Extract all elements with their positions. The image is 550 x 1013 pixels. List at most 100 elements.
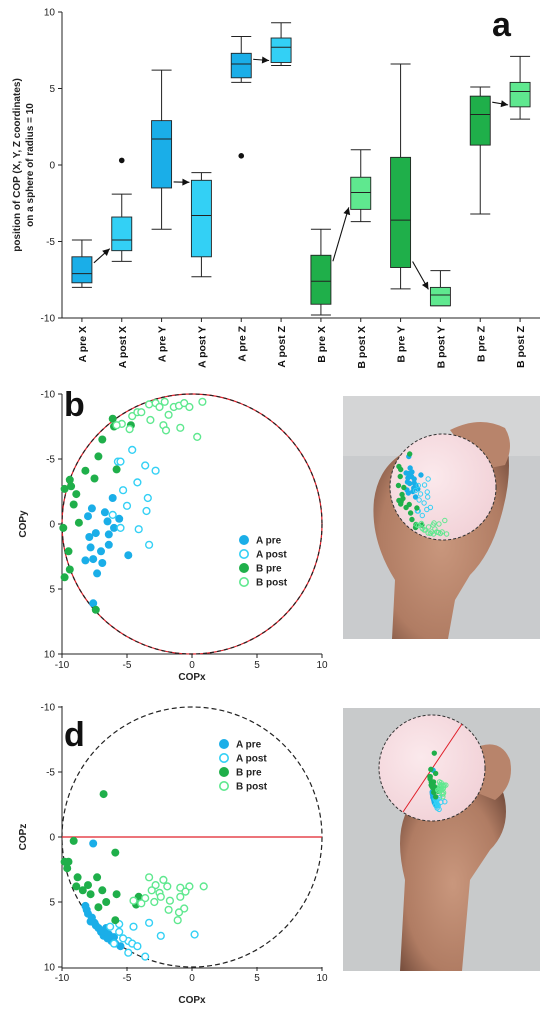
x-axis-label: COPx <box>178 672 206 683</box>
legend-label: A post <box>236 754 267 765</box>
y-axis-label-line2: on a sphere of radius = 10 <box>25 103 36 227</box>
photo-marker <box>416 497 422 503</box>
scatter-point <box>174 908 184 917</box>
scatter-point <box>129 922 138 931</box>
photo-marker <box>439 529 445 535</box>
x-tick-label: 0 <box>189 660 195 671</box>
scatter-point <box>63 864 72 873</box>
scatter-point <box>193 432 202 442</box>
scatter-point <box>125 425 134 434</box>
photo-marker <box>432 770 439 777</box>
x-tick-label: 0 <box>189 973 195 984</box>
scatter-point <box>128 445 137 455</box>
category-label: B pre Z <box>475 325 487 362</box>
legend-label: B pre <box>256 564 282 575</box>
y-axis-label-line1: position of COP (X, Y, Z coordinates) <box>12 78 23 252</box>
scatter-point <box>91 921 100 930</box>
scatter-point <box>67 482 76 491</box>
category-label: A post Y <box>196 326 208 368</box>
scatter-point <box>103 517 112 526</box>
photo-marker <box>428 766 434 773</box>
box-b-pre-z <box>469 86 491 215</box>
scatter-point <box>176 423 185 432</box>
scatter-point <box>155 402 164 412</box>
photo-marker <box>421 500 427 506</box>
photo-marker <box>431 750 437 756</box>
scatter-point <box>98 435 107 444</box>
outlier-point <box>118 157 125 164</box>
scatter-point <box>141 952 150 961</box>
scatter-point <box>59 523 68 532</box>
y-tick-label: -10 <box>41 703 56 714</box>
scatter-point <box>156 931 165 940</box>
photo-marker <box>407 510 414 516</box>
legend-label: B pre <box>236 768 262 779</box>
scatter-point <box>176 883 185 892</box>
y-tick-label: 10 <box>44 963 56 974</box>
scatter-point <box>160 397 169 406</box>
x-tick-label: 5 <box>254 660 260 671</box>
scatter-point <box>142 506 151 516</box>
scatter-point <box>74 518 83 527</box>
box-a-post-z <box>270 22 292 67</box>
photo-marker <box>419 512 425 519</box>
box-b-post-x <box>350 149 372 223</box>
legend-label: A pre <box>256 536 282 547</box>
x-tick-label: -5 <box>123 973 132 984</box>
photo-marker <box>442 517 448 524</box>
category-label: A post Z <box>276 325 288 367</box>
category-label: A pre Y <box>157 326 169 362</box>
scatter-point <box>141 893 150 903</box>
sphere-outline-red <box>61 393 323 655</box>
scatter-point <box>185 402 194 412</box>
photo-marker <box>435 803 441 809</box>
photo-marker <box>425 530 431 536</box>
y-tick-label: -10 <box>41 314 56 325</box>
legend-item: A post <box>239 548 287 561</box>
scatter-point <box>198 397 207 406</box>
scatter-point <box>124 948 133 957</box>
legend-item: A pre <box>239 535 282 547</box>
photo-marker <box>410 488 416 495</box>
scatter-point <box>173 916 182 925</box>
legend-marker <box>239 548 250 559</box>
scatter-point <box>180 399 189 408</box>
scatter-point <box>161 426 171 435</box>
panel-letter-a: a <box>492 6 512 44</box>
series-a-pre <box>81 494 133 608</box>
arm-shape <box>400 777 506 971</box>
photo-marker <box>406 501 412 508</box>
photo-marker <box>438 780 444 786</box>
scatter-point <box>105 922 115 931</box>
change-arrow <box>253 56 270 64</box>
legend-marker <box>239 535 249 545</box>
scatter-point <box>78 886 87 895</box>
scatter-point <box>91 529 100 538</box>
scatter-point <box>90 474 99 483</box>
legend-item: B post <box>239 576 288 589</box>
photo-marker <box>431 789 437 795</box>
scatter-point <box>98 886 107 895</box>
box-iqr <box>111 216 133 252</box>
scatter-point <box>99 790 108 799</box>
x-tick-label: -5 <box>123 660 132 671</box>
x-tick-label: 5 <box>254 973 260 984</box>
box-iqr <box>71 256 93 284</box>
box-a-post-x <box>111 157 133 262</box>
legend-marker <box>239 576 250 587</box>
photo-marker <box>422 527 429 533</box>
scatter-point <box>133 478 142 487</box>
photo-marker <box>414 505 420 511</box>
scatter-point <box>86 543 95 552</box>
scatter-point <box>109 939 119 948</box>
photo-marker <box>425 476 431 482</box>
scatter-point <box>110 933 118 942</box>
scatter-point <box>164 410 173 419</box>
box-iqr <box>509 81 531 108</box>
y-tick-label: -5 <box>46 768 55 779</box>
photo-marker <box>425 494 431 500</box>
scatter-point <box>180 904 189 913</box>
scatter-point <box>65 475 74 484</box>
category-label: B post Z <box>515 325 527 368</box>
